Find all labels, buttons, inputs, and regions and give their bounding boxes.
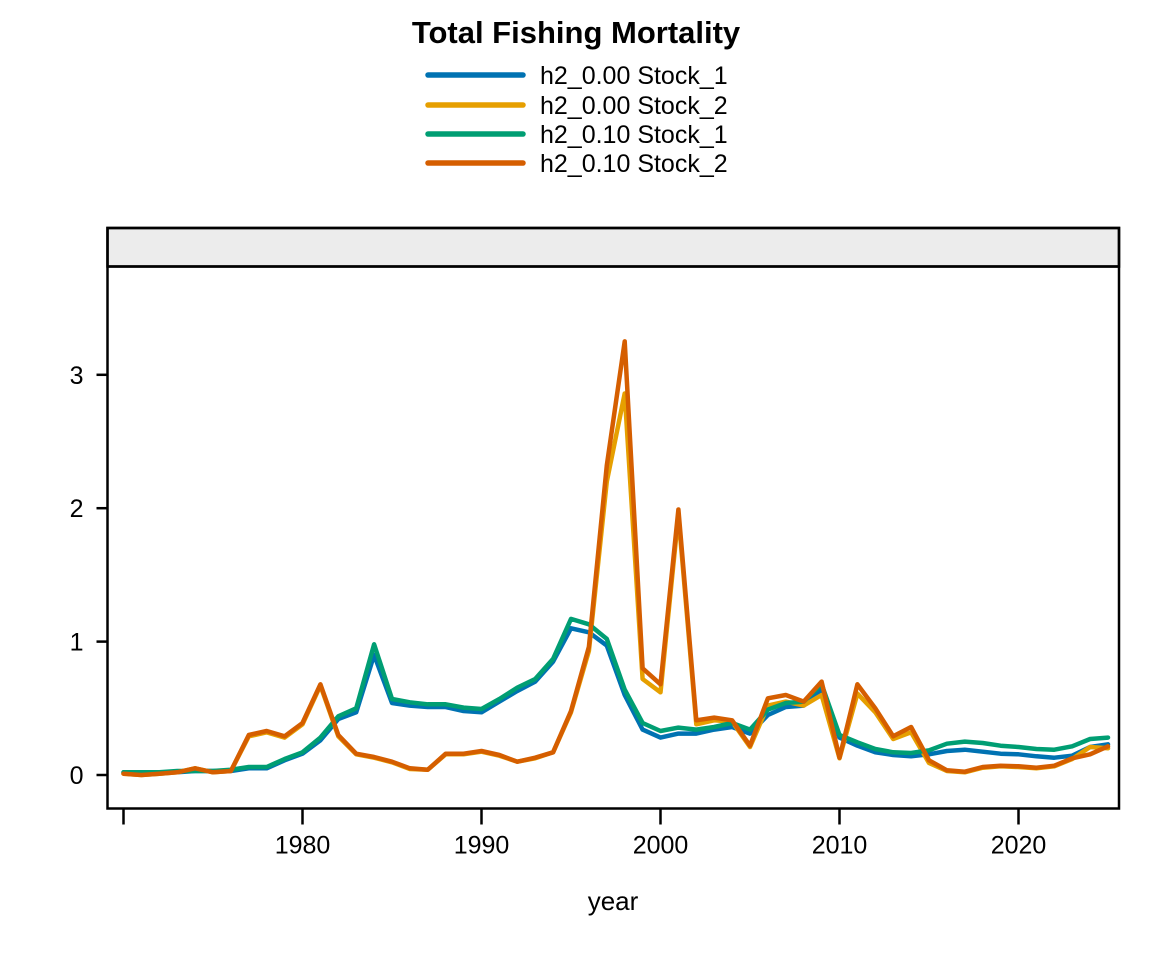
y-tick-label: 2 bbox=[70, 495, 84, 523]
legend-label: h2_0.10 Stock_1 bbox=[540, 121, 728, 149]
x-tick-label: 2020 bbox=[991, 832, 1047, 860]
panel-strip bbox=[106, 226, 1121, 268]
legend-item: h2_0.00 Stock_2 bbox=[425, 92, 728, 120]
legend-item: h2_0.00 Stock_1 bbox=[425, 62, 728, 90]
panel-border bbox=[106, 226, 1121, 810]
chart-title: Total Fishing Mortality bbox=[412, 15, 741, 50]
series-line-h2-0-00-stock-2 bbox=[121, 391, 1111, 778]
x-axis-title: year bbox=[588, 886, 639, 916]
legend-item: h2_0.10 Stock_1 bbox=[425, 121, 728, 149]
legend-label: h2_0.00 Stock_2 bbox=[540, 92, 728, 120]
plot-panel bbox=[106, 226, 1121, 810]
legend-item: h2_0.10 Stock_2 bbox=[425, 150, 728, 178]
x-tick-label: 1990 bbox=[454, 832, 510, 860]
y-tick-label: 0 bbox=[70, 762, 84, 790]
series-line-h2-0-10-stock-1 bbox=[121, 616, 1111, 775]
y-axis: 0 1 2 3 bbox=[70, 362, 108, 790]
x-axis: 1980 1990 2000 2010 2020 bbox=[122, 808, 1047, 860]
series-line-h2-0-00-stock-1 bbox=[121, 626, 1111, 775]
y-tick-label: 1 bbox=[70, 629, 84, 657]
legend: h2_0.00 Stock_1h2_0.00 Stock_2h2_0.10 St… bbox=[425, 62, 728, 178]
series-lines bbox=[121, 339, 1111, 778]
legend-label: h2_0.00 Stock_1 bbox=[540, 62, 728, 90]
series-line-h2-0-10-stock-2 bbox=[121, 339, 1111, 778]
x-tick-label: 2010 bbox=[812, 832, 868, 860]
x-tick-label: 1980 bbox=[275, 832, 331, 860]
x-tick-label: 2000 bbox=[633, 832, 689, 860]
legend-label: h2_0.10 Stock_2 bbox=[540, 150, 728, 178]
y-tick-label: 3 bbox=[70, 362, 84, 390]
